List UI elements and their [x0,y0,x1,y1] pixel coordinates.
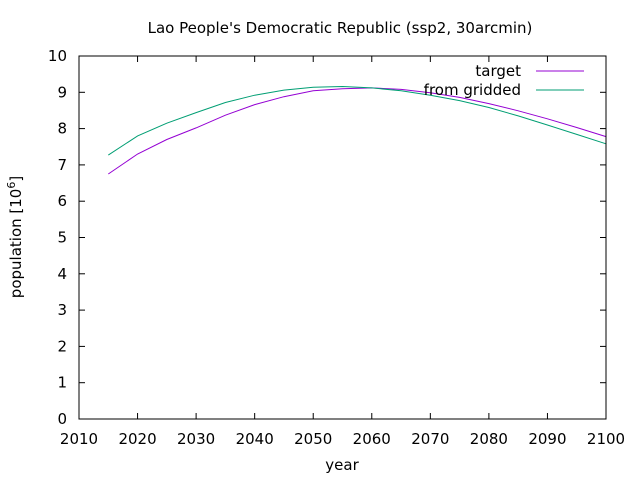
y-axis-label-exponent: 6 [5,182,18,189]
y-tick-label: 4 [57,265,67,283]
x-tick-label: 2010 [60,430,98,448]
series-line-target [108,87,607,175]
x-axis-label: year [325,456,359,474]
y-tick-label: 8 [57,120,67,138]
y-axis-label-main: population [10 [7,189,25,299]
legend-label-target: target [475,62,521,80]
y-axis-label-close: ] [7,176,25,182]
y-tick-label: 5 [57,229,67,247]
x-tick-label: 2070 [411,430,449,448]
y-axis-ticks: 0 1 2 3 4 5 6 7 8 9 10 [48,47,606,428]
x-tick-label: 2100 [587,430,625,448]
legend: target from gridded [424,62,584,99]
y-tick-label: 0 [57,410,67,428]
x-tick-label: 2020 [118,430,156,448]
x-axis-ticks: 2010 2020 2030 2040 2050 2060 2070 2080 2090 2100 [60,56,625,448]
x-tick-label: 2050 [294,430,332,448]
x-tick-label: 2030 [177,430,215,448]
y-tick-label: 10 [48,47,67,65]
x-tick-label: 2080 [470,430,508,448]
y-tick-label: 9 [57,83,67,101]
legend-label-from-gridded: from gridded [424,81,521,99]
y-tick-label: 2 [57,337,67,355]
chart-title: Lao People's Democratic Republic (ssp2, … [148,19,533,37]
y-tick-label: 1 [57,374,67,392]
x-tick-label: 2040 [236,430,274,448]
series-layer [108,85,607,175]
plot-frame [78,55,607,420]
y-axis-label: population [106] [5,176,25,298]
series-line-from-gridded [108,85,607,156]
y-tick-label: 7 [57,156,67,174]
x-tick-label: 2060 [353,430,391,448]
x-tick-label: 2090 [528,430,566,448]
y-tick-label: 3 [57,301,67,319]
y-tick-label: 6 [57,192,67,210]
